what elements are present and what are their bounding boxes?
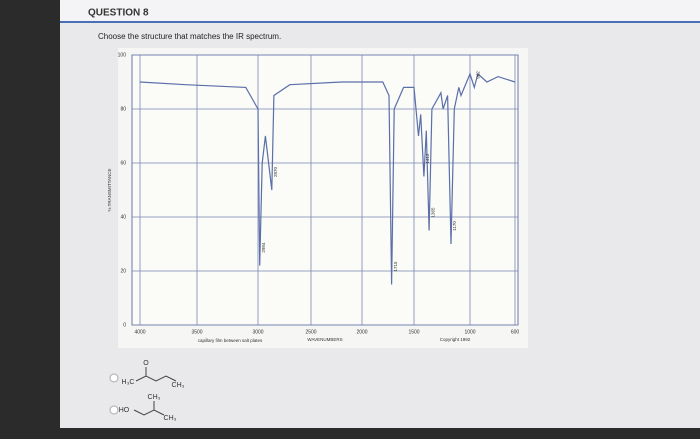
- plot-frame: [131, 54, 519, 326]
- peak-label: 1170: [452, 221, 457, 231]
- y-axis-label: % TRANSMITTANCE: [107, 168, 112, 211]
- structure-label: CH₃: [172, 382, 185, 389]
- x-tick-label: 1500: [408, 329, 419, 335]
- copyright: Copyright 1992: [440, 337, 471, 342]
- peak-label: 2984: [261, 242, 266, 253]
- question-header: [60, 0, 700, 22]
- peak-label: 962: [475, 71, 480, 79]
- y-tick-label: 20: [120, 268, 126, 274]
- peak-label: 1412: [425, 153, 430, 164]
- structure-label: H₃C: [122, 379, 135, 386]
- sample-note: capillary film between salt plates: [198, 338, 263, 343]
- y-tick-label: 40: [120, 214, 126, 220]
- structure-label: O: [143, 360, 149, 367]
- structure-label: HO: [119, 407, 130, 414]
- x-tick-label: 4000: [134, 329, 145, 335]
- structure-label: CH₃: [148, 394, 161, 401]
- question-title: QUESTION 8: [88, 8, 149, 19]
- option-radio[interactable]: [109, 405, 119, 415]
- x-tick-label: 3500: [191, 329, 202, 335]
- x-tick-label: 600: [511, 329, 520, 335]
- question-prompt: Choose the structure that matches the IR…: [98, 32, 281, 41]
- structure-bonds: [135, 375, 177, 382]
- x-tick-label: 3000: [252, 329, 263, 335]
- structure-label: CH₃: [164, 415, 177, 422]
- peak-label: 1365: [430, 207, 435, 218]
- x-axis-label: WAVENUMBERS: [307, 337, 342, 342]
- y-tick-label: 60: [120, 160, 126, 166]
- peak-label: 2870: [273, 166, 278, 177]
- y-tick-label: 80: [120, 106, 126, 112]
- structure-bonds: [133, 409, 165, 416]
- peak-label: 1715: [393, 261, 398, 272]
- y-tick-label: 0: [123, 322, 126, 328]
- x-tick-label: 1000: [464, 329, 475, 335]
- spectrum-line: [139, 72, 516, 285]
- option-radio[interactable]: [109, 373, 119, 383]
- y-tick-label: 100: [118, 52, 127, 58]
- x-tick-label: 2000: [356, 329, 367, 335]
- x-tick-label: 2500: [305, 329, 316, 335]
